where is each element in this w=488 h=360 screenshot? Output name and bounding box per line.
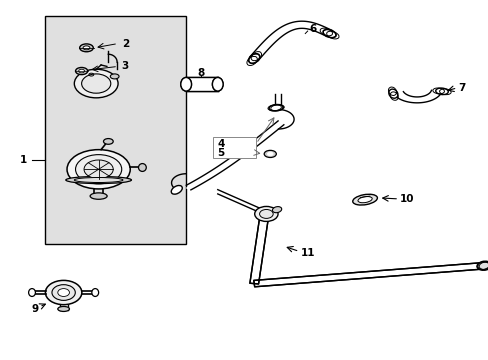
Ellipse shape <box>138 163 146 171</box>
Ellipse shape <box>29 289 35 296</box>
Text: 9: 9 <box>32 304 39 314</box>
Ellipse shape <box>90 193 107 199</box>
Text: 3: 3 <box>122 62 129 71</box>
Ellipse shape <box>181 77 191 91</box>
Ellipse shape <box>58 306 69 311</box>
FancyBboxPatch shape <box>186 77 217 91</box>
Text: 10: 10 <box>399 194 414 204</box>
Polygon shape <box>250 21 331 60</box>
Ellipse shape <box>352 194 377 205</box>
Ellipse shape <box>79 69 84 73</box>
Ellipse shape <box>259 210 273 219</box>
Text: 11: 11 <box>300 248 314 258</box>
Ellipse shape <box>103 139 113 144</box>
Ellipse shape <box>212 77 223 91</box>
FancyBboxPatch shape <box>45 16 186 244</box>
Ellipse shape <box>84 160 113 179</box>
Ellipse shape <box>66 176 131 184</box>
Ellipse shape <box>110 74 119 79</box>
Ellipse shape <box>45 280 81 305</box>
Ellipse shape <box>268 104 283 111</box>
Ellipse shape <box>476 261 488 270</box>
Ellipse shape <box>58 289 69 296</box>
Ellipse shape <box>74 69 118 98</box>
Ellipse shape <box>92 289 99 296</box>
Ellipse shape <box>272 207 281 213</box>
Ellipse shape <box>435 88 447 95</box>
Ellipse shape <box>81 74 111 93</box>
Text: 7: 7 <box>458 83 465 93</box>
Ellipse shape <box>171 185 182 194</box>
Text: 1: 1 <box>20 156 27 165</box>
Ellipse shape <box>67 150 130 189</box>
Ellipse shape <box>248 54 260 63</box>
Text: 5: 5 <box>217 148 224 158</box>
Ellipse shape <box>388 89 397 98</box>
Ellipse shape <box>74 177 122 183</box>
Ellipse shape <box>267 152 273 156</box>
Ellipse shape <box>357 197 371 203</box>
Text: 6: 6 <box>308 23 316 33</box>
Ellipse shape <box>254 206 278 221</box>
Ellipse shape <box>181 77 191 91</box>
Ellipse shape <box>75 67 87 75</box>
Ellipse shape <box>52 285 75 300</box>
Ellipse shape <box>264 150 276 157</box>
Polygon shape <box>249 218 484 287</box>
FancyBboxPatch shape <box>213 137 256 158</box>
Text: 2: 2 <box>122 39 129 49</box>
Ellipse shape <box>75 155 122 184</box>
Ellipse shape <box>83 46 90 50</box>
Ellipse shape <box>212 77 223 91</box>
Text: 8: 8 <box>197 68 204 78</box>
Text: 4: 4 <box>217 139 224 149</box>
Ellipse shape <box>322 30 336 38</box>
Ellipse shape <box>80 44 93 52</box>
